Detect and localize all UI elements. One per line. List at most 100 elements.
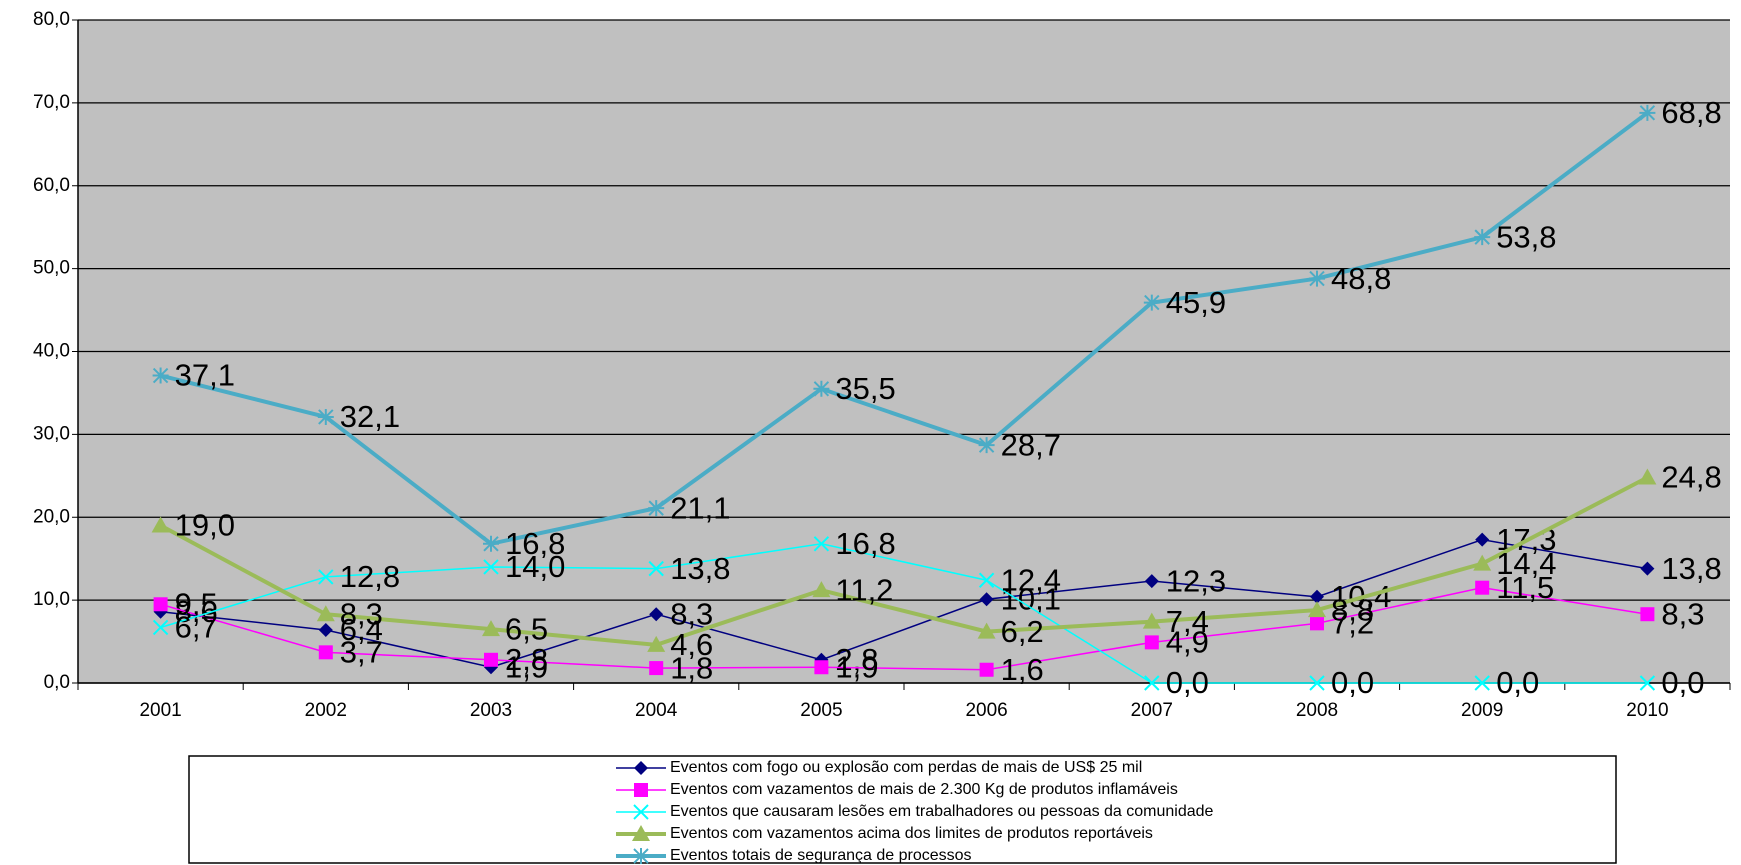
- data-point: [1310, 589, 1324, 604]
- data-point: [649, 607, 664, 622]
- data-point: [318, 622, 333, 637]
- value-label: 6,5: [505, 611, 548, 646]
- value-label: 35,5: [835, 371, 895, 406]
- value-label: 1,9: [835, 649, 878, 684]
- series-line: [160, 538, 1648, 669]
- value-label: 11,5: [1496, 570, 1554, 605]
- data-point: [483, 559, 499, 575]
- value-label: 10,1: [1001, 581, 1061, 616]
- y-tick-label: 20,0: [33, 506, 70, 527]
- legend-label: Eventos totais de segurança de processos: [670, 847, 972, 864]
- value-label: 68,8: [1661, 95, 1721, 130]
- value-label: 9,5: [175, 586, 218, 621]
- value-label: 0,0: [1496, 665, 1539, 700]
- value-label: 2,8: [505, 642, 548, 677]
- y-tick-label: 0,0: [44, 672, 70, 693]
- data-point: [978, 572, 995, 588]
- value-label: 21,1: [670, 490, 730, 525]
- value-label: 12,8: [340, 559, 400, 594]
- x-tick-label: 2007: [1131, 700, 1173, 721]
- value-label: 1,6: [1001, 652, 1044, 687]
- value-label: 6,7: [175, 610, 218, 645]
- legend-marker: [633, 848, 649, 864]
- value-label: 16,8: [835, 526, 895, 561]
- value-label: 13,8: [670, 551, 730, 586]
- value-label: 16,8: [505, 526, 565, 561]
- series-line: [159, 475, 1649, 647]
- legend-marker: [632, 825, 650, 841]
- value-label: 32,1: [340, 399, 400, 434]
- data-point: [1639, 104, 1656, 121]
- x-tick-label: 2004: [635, 700, 678, 721]
- data-point: [1640, 607, 1655, 622]
- data-point: [1474, 675, 1490, 691]
- series-line: [160, 111, 1649, 546]
- x-tick-label: 2003: [470, 700, 512, 721]
- value-label: 0,0: [1331, 665, 1374, 700]
- data-point: [813, 536, 830, 552]
- value-label: 45,9: [1166, 285, 1226, 320]
- data-point: [152, 367, 169, 384]
- legend-box: [188, 755, 1617, 864]
- value-label: 8,3: [670, 596, 713, 631]
- data-point: [483, 535, 499, 552]
- data-point: [1639, 675, 1656, 691]
- data-point: [1144, 574, 1159, 589]
- value-label: 53,8: [1496, 219, 1556, 254]
- data-point: [648, 560, 664, 577]
- x-tick-label: 2002: [305, 700, 347, 721]
- data-point: [1475, 580, 1490, 595]
- data-point: [482, 620, 500, 637]
- value-label: 6,2: [1001, 614, 1044, 649]
- value-label: 8,3: [340, 596, 383, 631]
- data-point: [977, 622, 996, 639]
- legend-marker: [634, 783, 648, 797]
- value-label: 8,8: [1331, 592, 1374, 627]
- data-point: [1475, 532, 1490, 547]
- legend-label: Eventos com vazamentos de mais de 2.300 …: [670, 781, 1178, 798]
- data-point: [152, 619, 169, 636]
- data-point: [318, 645, 333, 660]
- data-point: [1310, 616, 1324, 631]
- y-tick-label: 10,0: [33, 589, 70, 610]
- value-label: 12,3: [1166, 563, 1226, 598]
- value-label: 2,8: [835, 642, 878, 677]
- data-point: [484, 652, 498, 667]
- data-point: [1474, 229, 1491, 246]
- data-point: [1144, 635, 1159, 650]
- value-label: 14,0: [505, 549, 565, 584]
- data-point: [1640, 561, 1655, 576]
- x-tick-label: 2010: [1626, 700, 1668, 721]
- value-label: 7,4: [1166, 604, 1209, 639]
- data-point: [1309, 270, 1325, 287]
- value-label: 13,8: [1661, 551, 1721, 586]
- data-point: [1143, 294, 1160, 311]
- value-label: 4,9: [1166, 625, 1209, 660]
- data-point: [1144, 675, 1160, 691]
- data-point: [979, 592, 994, 607]
- data-point: [1308, 601, 1326, 618]
- data-point: [979, 662, 994, 677]
- value-label: 19,0: [175, 508, 235, 543]
- value-label: 48,8: [1331, 261, 1391, 296]
- value-label: 11,2: [835, 572, 893, 607]
- x-tick-label: 2006: [965, 700, 1007, 721]
- value-label: 1,9: [505, 649, 548, 684]
- data-point: [151, 516, 170, 533]
- legend-label: Eventos que causaram lesões em trabalhad…: [670, 803, 1214, 820]
- x-tick-label: 2001: [139, 700, 181, 721]
- y-tick-label: 70,0: [33, 92, 70, 113]
- legend-marker: [633, 804, 649, 820]
- data-point: [813, 380, 830, 397]
- value-label: 0,0: [1166, 665, 1209, 700]
- data-point: [814, 660, 829, 675]
- data-point: [318, 569, 334, 585]
- y-tick-label: 40,0: [33, 341, 70, 362]
- value-label: 8,3: [1661, 596, 1704, 631]
- x-tick-label: 2008: [1296, 700, 1338, 721]
- data-point: [1309, 675, 1325, 691]
- value-label: 14,4: [1496, 546, 1556, 581]
- legend-label: Eventos com vazamentos acima dos limites…: [670, 825, 1153, 842]
- value-label: 37,1: [175, 358, 235, 393]
